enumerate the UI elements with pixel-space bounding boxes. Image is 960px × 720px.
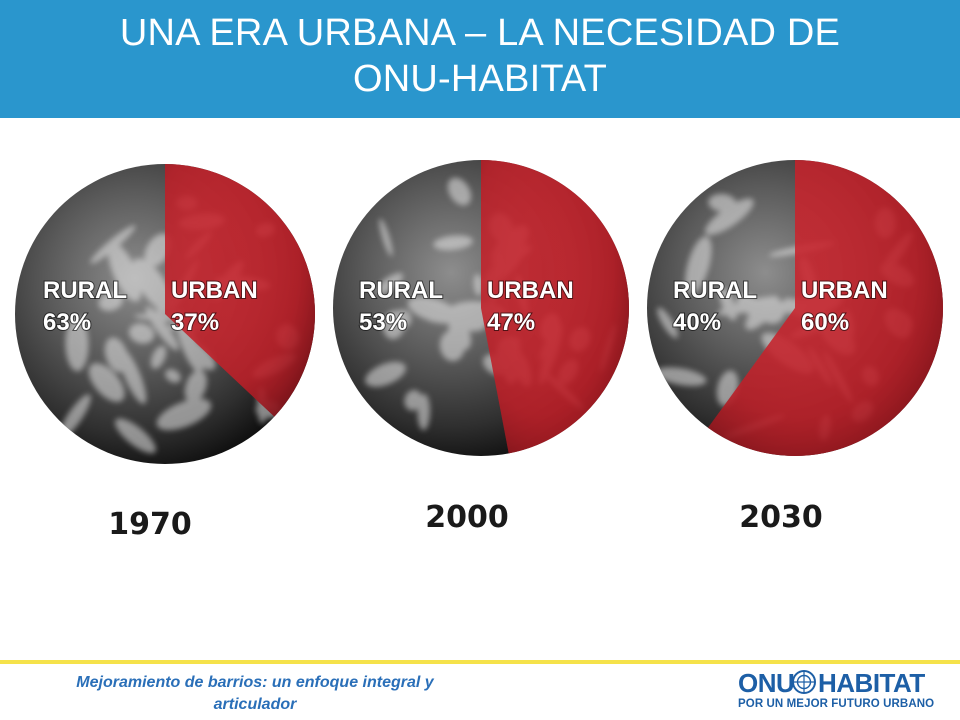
rural-label-2000: RURAL	[359, 277, 443, 304]
footer-caption-line-2: articulador	[213, 696, 297, 713]
page-title-line-2: ONU-HABITAT	[352, 58, 608, 100]
urban-label-2030: URBAN	[801, 277, 888, 304]
rural-percent-1970: 63%	[43, 309, 91, 336]
rural-percent-2000: 53%	[359, 309, 407, 336]
logo-tagline: POR UN MEJOR FUTURO URBANO	[738, 698, 935, 710]
page-title: UNA ERA URBANA – LA NECESIDAD DE ONU-HAB…	[40, 10, 920, 102]
rural-label-1970: RURAL	[43, 277, 127, 304]
rural-label-2030: RURAL	[673, 277, 757, 304]
urban-percent-2000: 47%	[487, 309, 535, 336]
logo-word-onu: ONU	[738, 668, 795, 698]
urban-percent-2030: 60%	[801, 309, 849, 336]
globe-pie-2030: RURAL 40% URBAN 60% 2030	[647, 160, 944, 535]
onu-habitat-logo: ONU HABITAT POR UN MEJOR FUTURO URBANO	[738, 668, 934, 716]
rural-percent-2030: 40%	[673, 309, 721, 336]
title-banner: UNA ERA URBANA – LA NECESIDAD DE ONU-HAB…	[0, 0, 960, 118]
page-title-line-1: UNA ERA URBANA – LA NECESIDAD DE	[119, 12, 841, 54]
globe-pie-1970: RURAL 63% URBAN 37% 1970	[15, 164, 316, 542]
footer-caption-line-1: Mejoramiento de barrios: un enfoque inte…	[76, 674, 434, 691]
urban-label-1970: URBAN	[171, 277, 258, 304]
year-label-2030: 2030	[739, 500, 823, 535]
globe-pie-2000: RURAL 53% URBAN 47% 2000	[333, 160, 630, 535]
footer-caption: Mejoramiento de barrios: un enfoque inte…	[30, 672, 480, 716]
footer-divider	[0, 660, 960, 664]
urban-label-2000: URBAN	[487, 277, 574, 304]
logo-word-habitat: HABITAT	[818, 668, 925, 698]
urban-percent-1970: 37%	[171, 309, 219, 336]
un-emblem-icon	[792, 670, 816, 694]
year-label-1970: 1970	[108, 507, 192, 542]
year-label-2000: 2000	[425, 500, 509, 535]
urbanization-pie-charts: RURAL 63% URBAN 37% 1970 RURAL 53% URBAN 47% 2000…	[15, 160, 944, 542]
